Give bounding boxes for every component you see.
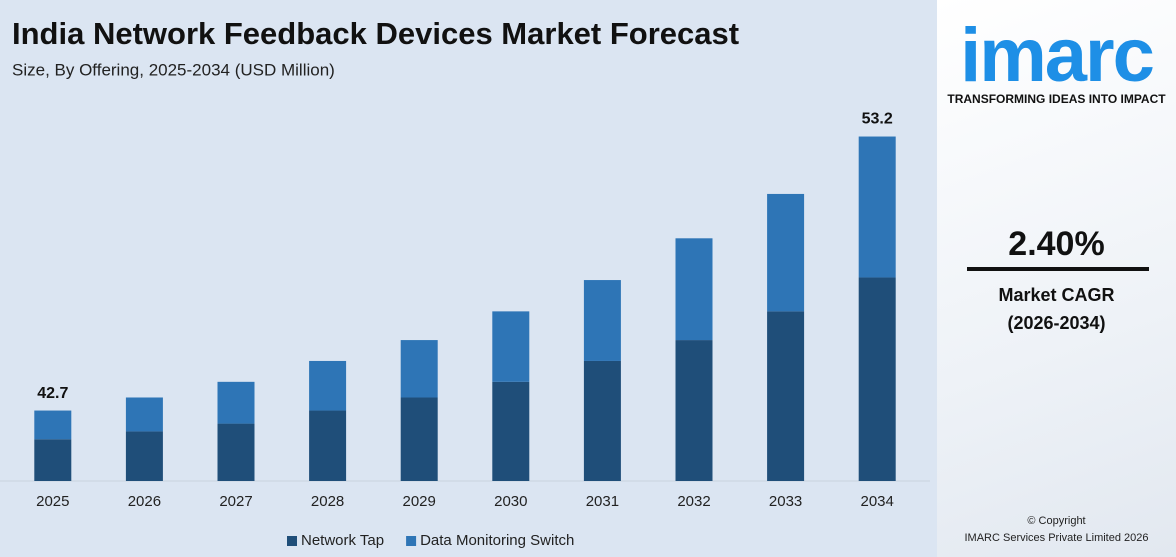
cagr-period: (2026-2034) — [1007, 313, 1106, 333]
legend-swatch — [287, 536, 297, 546]
total-label: 53.2 — [862, 111, 893, 128]
x-tick-label: 2028 — [311, 493, 344, 510]
bar-segment — [858, 277, 896, 481]
divider — [967, 267, 1149, 271]
company: IMARC Services Private Limited 2026 — [964, 532, 1149, 544]
bar-segment — [858, 136, 896, 278]
x-tick-label: 2025 — [36, 493, 69, 510]
bar-segment — [400, 397, 438, 481]
bar-segment — [217, 381, 255, 424]
legend-label: Network Tap — [301, 532, 384, 549]
bar-segment — [125, 397, 163, 432]
bar-segment — [217, 423, 255, 481]
copyright: © Copyright — [1027, 515, 1086, 527]
bar-segment — [492, 381, 530, 481]
x-tick-label: 2030 — [494, 493, 527, 510]
bar-segment — [767, 193, 805, 312]
chart: India Network Feedback Devices Market Fo… — [0, 16, 930, 549]
x-tick-label: 2026 — [128, 493, 161, 510]
bar-segment — [34, 439, 72, 481]
x-tick-label: 2027 — [219, 493, 252, 510]
bar-segment — [675, 238, 713, 341]
chart-subtitle: Size, By Offering, 2025-2034 (USD Millio… — [12, 60, 335, 79]
bar-segment — [767, 311, 805, 481]
sidebar: imarc TRANSFORMING IDEAS INTO IMPACT 2.4… — [937, 0, 1176, 557]
bar-segment — [675, 340, 713, 481]
chart-title: India Network Feedback Devices Market Fo… — [12, 16, 739, 51]
bar-segment — [309, 410, 347, 481]
x-tick-label: 2034 — [861, 493, 894, 510]
bar-segment — [125, 431, 163, 481]
bar-segment — [583, 280, 621, 361]
bar-segment — [309, 360, 347, 411]
tagline: TRANSFORMING IDEAS INTO IMPACT — [947, 92, 1166, 106]
x-tick-label: 2029 — [403, 493, 436, 510]
legend-label: Data Monitoring Switch — [420, 532, 574, 549]
cagr-value: 2.40% — [1008, 225, 1105, 263]
cagr-label: Market CAGR — [998, 285, 1115, 305]
total-label: 42.7 — [37, 385, 68, 402]
legend-swatch — [406, 536, 417, 546]
x-tick-label: 2033 — [769, 493, 802, 510]
logo: imarc — [960, 13, 1155, 98]
bar-segment — [583, 360, 621, 481]
x-tick-label: 2031 — [586, 493, 619, 510]
bar-segment — [34, 410, 72, 440]
x-tick-label: 2032 — [677, 493, 710, 510]
bar-segment — [492, 311, 530, 382]
bar-segment — [400, 340, 438, 398]
